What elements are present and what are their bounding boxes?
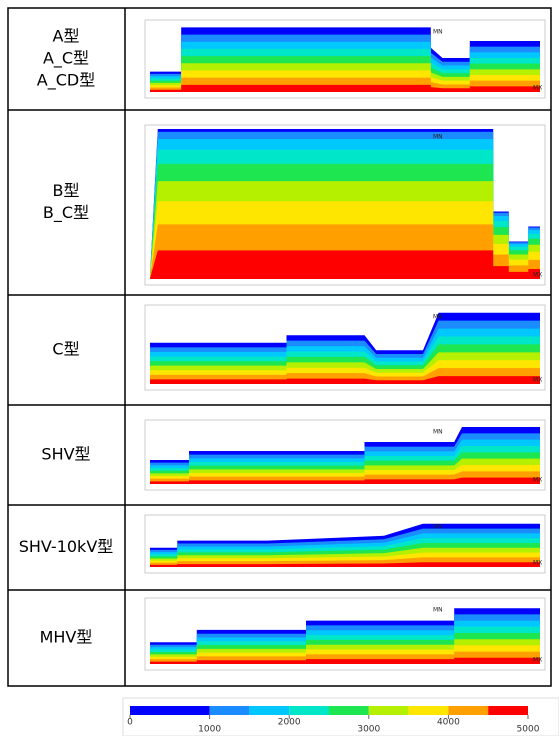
colorbar-segment (289, 706, 329, 715)
row-label: MHV型 (40, 628, 93, 647)
colorbar-segment (130, 706, 210, 715)
colorbar-tick-label: 3000 (357, 725, 380, 735)
colorbar-tick-label: 5000 (517, 725, 540, 735)
plot-label: MN (433, 134, 443, 141)
row-label: C型 (52, 340, 79, 359)
plot-label: MX (533, 657, 542, 664)
plot-label: MN (433, 314, 443, 321)
colorbar-segment (409, 706, 449, 715)
row-label: SHV型 (41, 445, 90, 464)
plot-label: MN (433, 29, 443, 36)
plot-label: MX (533, 85, 542, 92)
row-label: B型 (53, 181, 80, 200)
plot-label: MN (433, 524, 443, 531)
plot-label: MN (433, 607, 443, 614)
plot-label: MX (533, 377, 542, 384)
row-label: SHV-10kV型 (19, 537, 114, 556)
colorbar-segment (369, 706, 409, 715)
colorbar-segment (210, 706, 250, 715)
row-label: A_C型 (43, 49, 89, 69)
plot-label: MX (533, 477, 542, 484)
row-label: A型 (53, 27, 80, 46)
colorbar-frame (123, 698, 559, 736)
colorbar-tick-label: 1000 (198, 725, 221, 735)
colorbar-segment (329, 706, 369, 715)
row-label: B_C型 (43, 203, 89, 223)
plot-label: MX (533, 560, 542, 567)
plot-label: MN (433, 429, 443, 436)
plot-label: MX (533, 272, 542, 279)
colorbar-tick-label: 0 (127, 718, 133, 728)
colorbar-tick-label: 2000 (278, 718, 301, 728)
page: A型 A_C型A_CD型 MN MX B型 B_C型 MN MX C型 MN MX SHV型 MN MX S… (0, 0, 559, 736)
colorbar-tick-label: 4000 (437, 718, 460, 728)
row-label: A_CD型 (37, 71, 95, 91)
colorbar-segment (249, 706, 289, 715)
contour-band (150, 250, 540, 279)
colorbar-segment (488, 706, 528, 715)
colorbar-segment (448, 706, 488, 715)
